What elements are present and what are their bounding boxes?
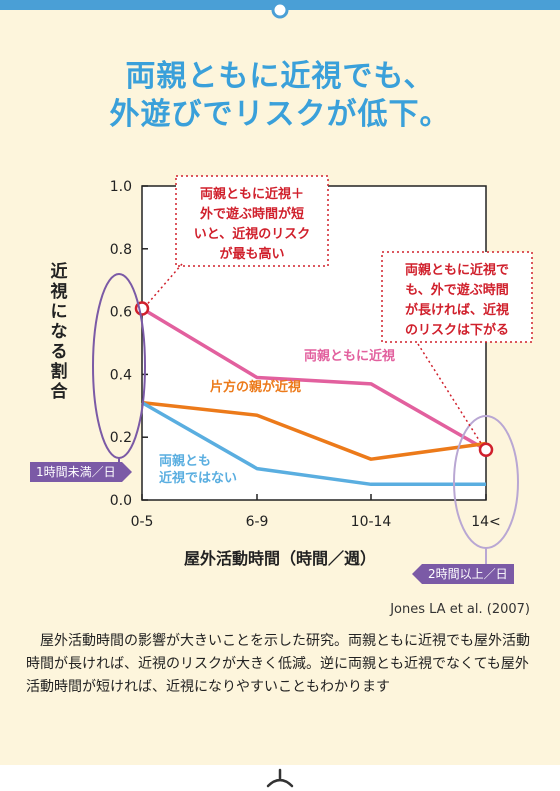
callout-low-risk-line: 両親ともに近視で (405, 262, 509, 278)
description-text: 屋外活動時間の影響が大きいことを示した研究。両親ともに近視でも屋外活動時間が長け… (26, 633, 530, 695)
y-axis-label: 近視になる割合 (44, 262, 74, 402)
y-axis-label-char: に (50, 302, 68, 322)
y-tick-label: 0.0 (110, 493, 132, 509)
source-citation: Jones LA et al. (2007) (390, 602, 530, 617)
series-line (141, 401, 486, 487)
y-axis-label-char: る (50, 342, 68, 362)
bottom-mark-icon (266, 768, 294, 788)
series-line (141, 400, 487, 461)
badge-short-time: 1時間未満／日 (30, 462, 132, 482)
y-axis-label-char: 視 (50, 282, 68, 302)
callout-high-risk-line: が最も高い (219, 246, 284, 262)
callout-low-risk-box (381, 251, 533, 343)
series-label-one-parent: 片方の親が近視 (210, 379, 301, 395)
x-tick-label: 0-5 (131, 514, 154, 530)
title-line-2: 外遊びでリスクが低下。 (109, 97, 451, 132)
callout-low-risk-line: が長ければ、近視 (405, 302, 509, 318)
series-label-neither-parent: 近視ではない (159, 470, 237, 486)
highlight-marker-low (478, 442, 494, 458)
callout-connector-high (146, 263, 183, 305)
x-tick-label: 14< (471, 514, 501, 530)
series-label-both-parents: 両親ともに近視 (304, 348, 395, 364)
series-line (141, 306, 487, 452)
callout-low-risk-line: のリスクは下がる (405, 322, 509, 338)
callout-high-risk-box (175, 175, 329, 267)
callout-high-risk-line: 両親ともに近視＋ (200, 186, 304, 202)
y-axis-label-char: 合 (50, 382, 68, 402)
title-line-1: 両親ともに近視でも、 (125, 59, 435, 94)
ring-icon (271, 1, 289, 19)
callout-high-risk-line: いと、近視のリスク (194, 226, 310, 242)
x-axis-label: 屋外活動時間（時間／週） (183, 549, 376, 568)
y-tick-label: 1.0 (110, 179, 132, 195)
badge-long-time: 2時間以上／日 (412, 564, 514, 584)
y-axis-label-char: 割 (50, 362, 68, 382)
y-tick-label: 0.2 (110, 430, 132, 446)
y-axis-label-char: 近 (50, 262, 68, 282)
y-axis-label-char: な (50, 322, 68, 342)
callout-low-risk-line: も、外で遊ぶ時間 (405, 282, 509, 298)
y-tick-label: 0.6 (110, 305, 132, 321)
y-tick-label: 0.4 (110, 367, 132, 383)
callout-high-risk-line: 外で遊ぶ時間が短 (199, 206, 304, 222)
series-label-neither-parent: 両親とも (159, 453, 211, 469)
page-title: 両親ともに近視でも、 外遊びでリスクが低下。 (0, 58, 560, 134)
x-tick-label: 6-9 (246, 514, 269, 530)
y-tick-label: 0.8 (110, 242, 132, 258)
x-tick-label: 10-14 (351, 514, 392, 530)
